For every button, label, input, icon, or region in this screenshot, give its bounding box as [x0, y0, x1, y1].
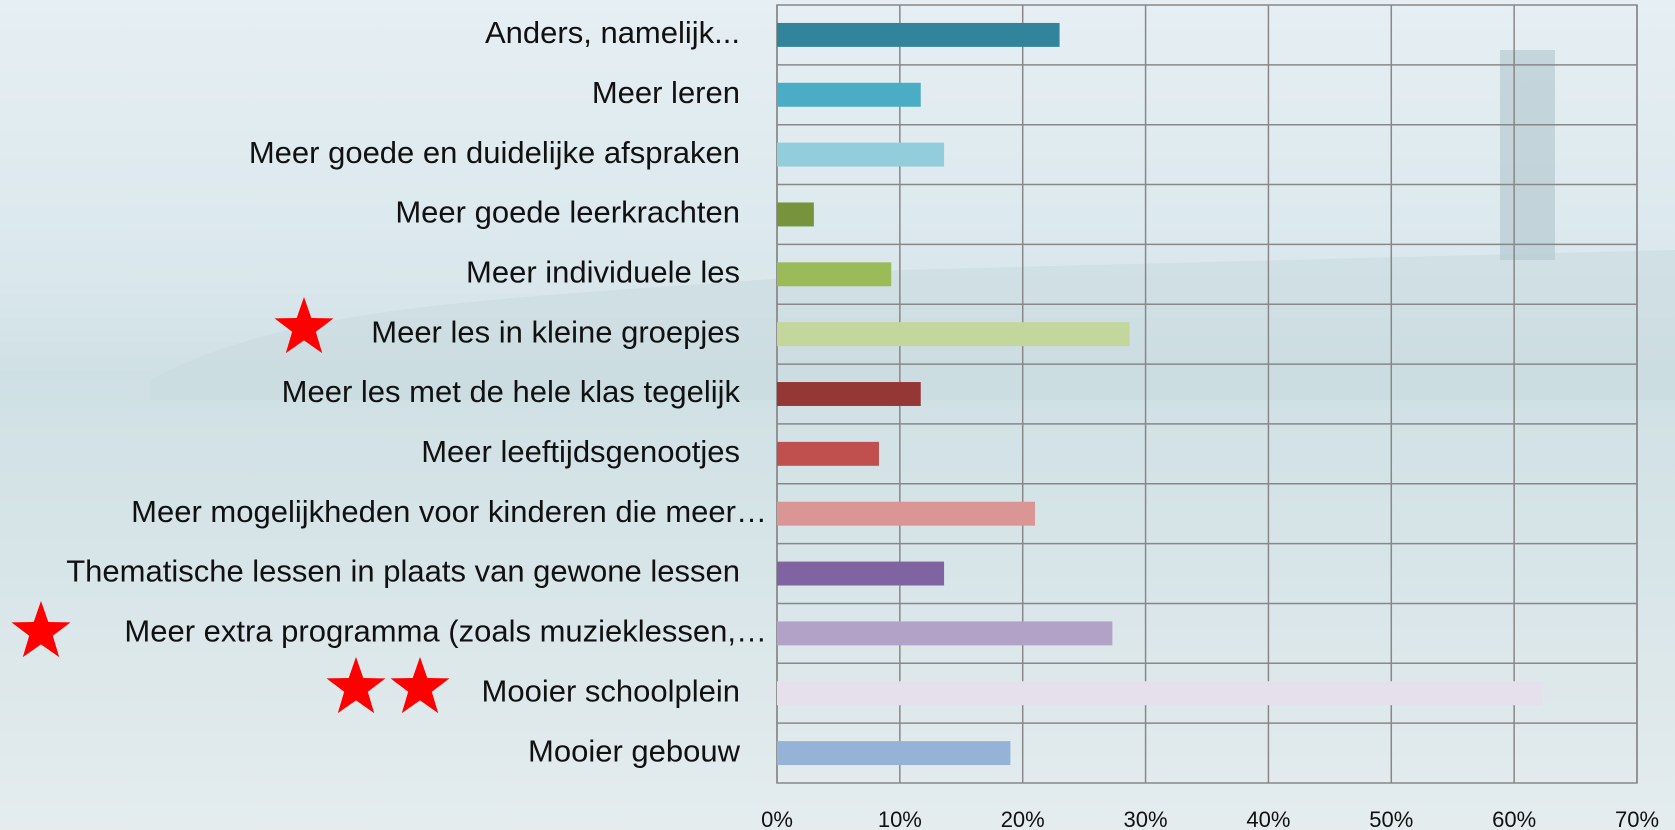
category-label: Meer individuele les [466, 254, 740, 289]
category-label: Meer leeftijdsgenootjes [421, 434, 740, 469]
category-label: Mooier gebouw [528, 733, 741, 768]
category-label: Anders, namelijk... [485, 15, 740, 50]
bar [777, 322, 1130, 347]
bar [777, 22, 1060, 47]
bar [777, 82, 921, 107]
category-label: Thematische lessen in plaats van gewone … [66, 554, 740, 589]
x-tick-label: 70% [1615, 807, 1659, 830]
bar [777, 441, 879, 466]
bar [777, 741, 1011, 766]
category-label: Meer goede leerkrachten [395, 195, 740, 230]
bar [777, 262, 892, 287]
x-tick-label: 10% [878, 807, 922, 830]
x-tick-label: 0% [761, 807, 793, 830]
bar [777, 202, 814, 227]
bar [777, 561, 945, 586]
x-tick-label: 30% [1124, 807, 1168, 830]
category-label: Meer extra programma (zoals muzieklessen… [124, 614, 767, 649]
x-tick-label: 60% [1492, 807, 1536, 830]
category-label: Mooier schoolplein [482, 673, 740, 708]
bar [777, 621, 1113, 646]
x-tick-label: 20% [1001, 807, 1045, 830]
star [274, 297, 334, 354]
star [11, 601, 71, 658]
bar [777, 501, 1035, 526]
x-tick-label: 50% [1369, 807, 1413, 830]
bar [777, 382, 921, 406]
category-label: Meer goede en duidelijke afspraken [249, 135, 740, 170]
category-label: Meer leren [592, 75, 740, 110]
lighthouse [1500, 50, 1555, 260]
category-label: Meer mogelijkheden voor kinderen die mee… [131, 494, 767, 529]
category-label: Meer les met de hele klas tegelijk [282, 374, 741, 409]
bar [777, 142, 945, 167]
bar [777, 681, 1543, 706]
star [390, 657, 450, 714]
category-label: Meer les in kleine groepjes [371, 314, 740, 349]
x-tick-label: 40% [1246, 807, 1290, 830]
star [326, 657, 386, 714]
stars [11, 297, 450, 714]
